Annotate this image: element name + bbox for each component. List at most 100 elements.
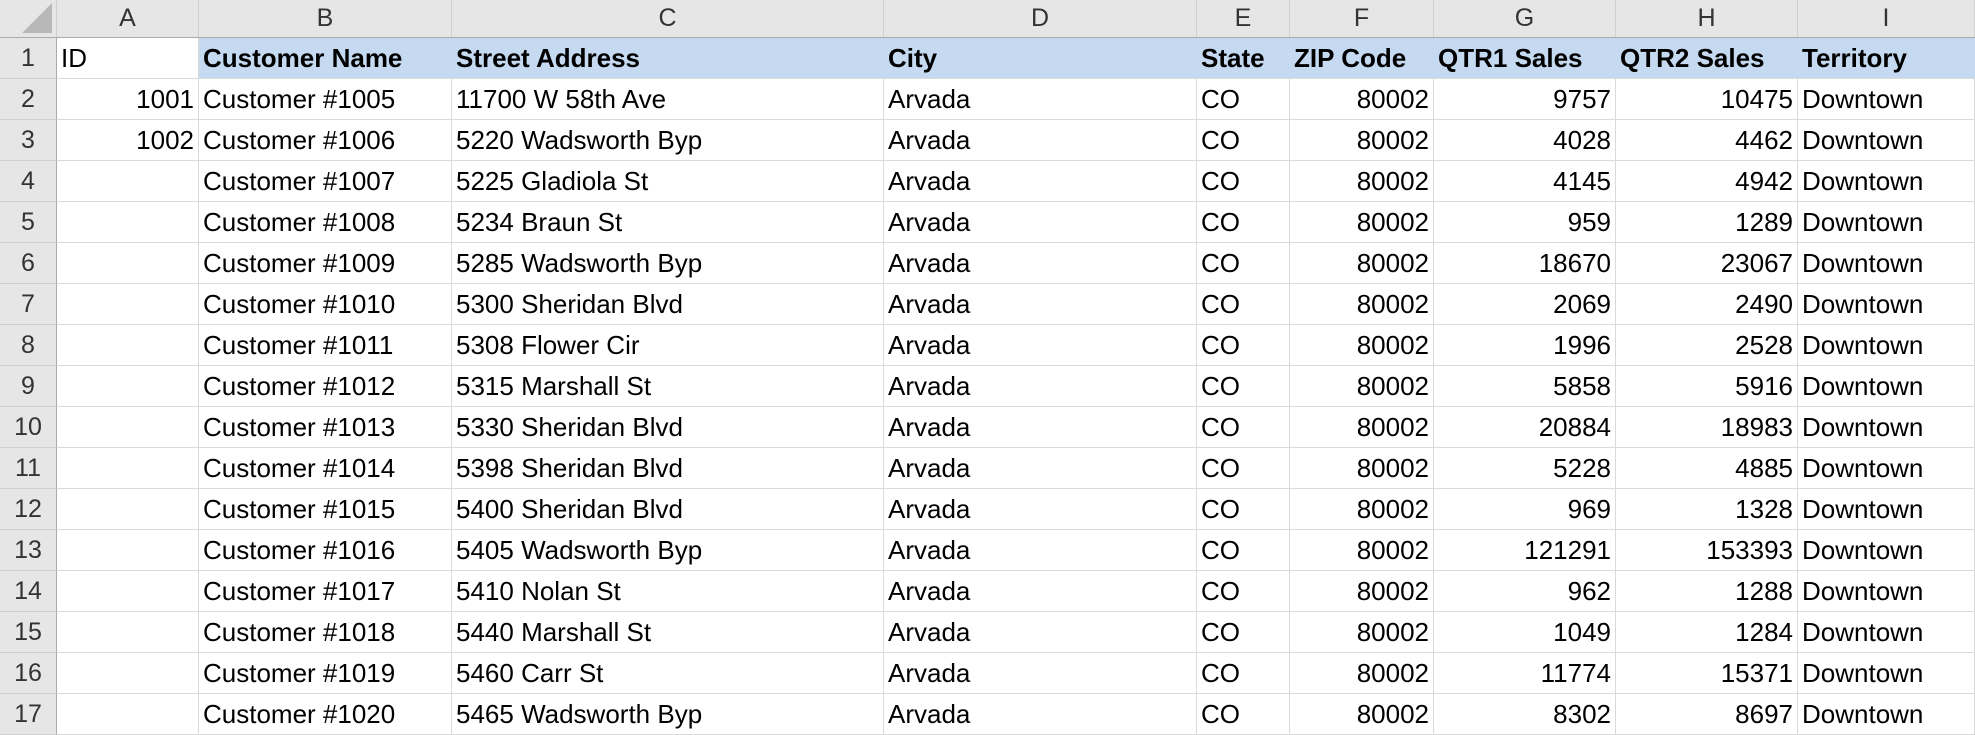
cell-e12[interactable]: CO	[1197, 489, 1290, 530]
cell-g14[interactable]: 962	[1434, 571, 1616, 612]
cell-e11[interactable]: CO	[1197, 448, 1290, 489]
cell-h11[interactable]: 4885	[1616, 448, 1798, 489]
cell-f10[interactable]: 80002	[1290, 407, 1434, 448]
cell-c6[interactable]: 5285 Wadsworth Byp	[452, 243, 884, 284]
cell-f16[interactable]: 80002	[1290, 653, 1434, 694]
cell-f15[interactable]: 80002	[1290, 612, 1434, 653]
cell-g13[interactable]: 121291	[1434, 530, 1616, 571]
cell-b15[interactable]: Customer #1018	[199, 612, 452, 653]
cell-a5[interactable]	[57, 202, 199, 243]
cell-b2[interactable]: Customer #1005	[199, 79, 452, 120]
cell-a16[interactable]	[57, 653, 199, 694]
row-header[interactable]: 2	[0, 79, 57, 120]
cell-d1[interactable]: City	[884, 38, 1197, 79]
cell-i17[interactable]: Downtown	[1798, 694, 1975, 735]
cell-i14[interactable]: Downtown	[1798, 571, 1975, 612]
cell-d10[interactable]: Arvada	[884, 407, 1197, 448]
cell-b8[interactable]: Customer #1011	[199, 325, 452, 366]
row-header[interactable]: 10	[0, 407, 57, 448]
cell-i7[interactable]: Downtown	[1798, 284, 1975, 325]
cell-i15[interactable]: Downtown	[1798, 612, 1975, 653]
cell-a6[interactable]	[57, 243, 199, 284]
cell-e6[interactable]: CO	[1197, 243, 1290, 284]
cell-h8[interactable]: 2528	[1616, 325, 1798, 366]
cell-f12[interactable]: 80002	[1290, 489, 1434, 530]
cell-i13[interactable]: Downtown	[1798, 530, 1975, 571]
cell-b6[interactable]: Customer #1009	[199, 243, 452, 284]
select-all-button[interactable]	[0, 0, 57, 37]
cell-b3[interactable]: Customer #1006	[199, 120, 452, 161]
cell-e1[interactable]: State	[1197, 38, 1290, 79]
cell-a4[interactable]	[57, 161, 199, 202]
cell-c8[interactable]: 5308 Flower Cir	[452, 325, 884, 366]
cell-i10[interactable]: Downtown	[1798, 407, 1975, 448]
cell-h2[interactable]: 10475	[1616, 79, 1798, 120]
cell-g9[interactable]: 5858	[1434, 366, 1616, 407]
cell-c13[interactable]: 5405 Wadsworth Byp	[452, 530, 884, 571]
cell-g15[interactable]: 1049	[1434, 612, 1616, 653]
cell-i11[interactable]: Downtown	[1798, 448, 1975, 489]
cell-e5[interactable]: CO	[1197, 202, 1290, 243]
cell-b11[interactable]: Customer #1014	[199, 448, 452, 489]
cell-i2[interactable]: Downtown	[1798, 79, 1975, 120]
column-header-c[interactable]: C	[452, 0, 884, 37]
cell-a3[interactable]: 1002	[57, 120, 199, 161]
cell-d2[interactable]: Arvada	[884, 79, 1197, 120]
cell-e4[interactable]: CO	[1197, 161, 1290, 202]
cell-b4[interactable]: Customer #1007	[199, 161, 452, 202]
cell-i1[interactable]: Territory	[1798, 38, 1975, 79]
row-header[interactable]: 17	[0, 694, 57, 735]
cell-c10[interactable]: 5330 Sheridan Blvd	[452, 407, 884, 448]
column-header-h[interactable]: H	[1616, 0, 1798, 37]
cell-f1[interactable]: ZIP Code	[1290, 38, 1434, 79]
cell-g6[interactable]: 18670	[1434, 243, 1616, 284]
column-header-b[interactable]: B	[199, 0, 452, 37]
cell-e13[interactable]: CO	[1197, 530, 1290, 571]
cell-g1[interactable]: QTR1 Sales	[1434, 38, 1616, 79]
row-header[interactable]: 6	[0, 243, 57, 284]
cell-h4[interactable]: 4942	[1616, 161, 1798, 202]
cell-h10[interactable]: 18983	[1616, 407, 1798, 448]
cell-c16[interactable]: 5460 Carr St	[452, 653, 884, 694]
cell-d17[interactable]: Arvada	[884, 694, 1197, 735]
cell-b13[interactable]: Customer #1016	[199, 530, 452, 571]
cell-d6[interactable]: Arvada	[884, 243, 1197, 284]
cell-c2[interactable]: 11700 W 58th Ave	[452, 79, 884, 120]
cell-i16[interactable]: Downtown	[1798, 653, 1975, 694]
cell-e2[interactable]: CO	[1197, 79, 1290, 120]
row-header[interactable]: 15	[0, 612, 57, 653]
column-header-d[interactable]: D	[884, 0, 1197, 37]
cell-d15[interactable]: Arvada	[884, 612, 1197, 653]
column-header-i[interactable]: I	[1798, 0, 1975, 37]
cell-f14[interactable]: 80002	[1290, 571, 1434, 612]
cell-h5[interactable]: 1289	[1616, 202, 1798, 243]
cell-c15[interactable]: 5440 Marshall St	[452, 612, 884, 653]
column-header-e[interactable]: E	[1197, 0, 1290, 37]
row-header[interactable]: 8	[0, 325, 57, 366]
cell-e7[interactable]: CO	[1197, 284, 1290, 325]
cell-i9[interactable]: Downtown	[1798, 366, 1975, 407]
cell-h6[interactable]: 23067	[1616, 243, 1798, 284]
cell-a14[interactable]	[57, 571, 199, 612]
cell-c17[interactable]: 5465 Wadsworth Byp	[452, 694, 884, 735]
cell-d11[interactable]: Arvada	[884, 448, 1197, 489]
cell-a11[interactable]	[57, 448, 199, 489]
cell-i3[interactable]: Downtown	[1798, 120, 1975, 161]
cell-f11[interactable]: 80002	[1290, 448, 1434, 489]
cell-h14[interactable]: 1288	[1616, 571, 1798, 612]
cell-c11[interactable]: 5398 Sheridan Blvd	[452, 448, 884, 489]
cell-d5[interactable]: Arvada	[884, 202, 1197, 243]
cell-g4[interactable]: 4145	[1434, 161, 1616, 202]
cell-h12[interactable]: 1328	[1616, 489, 1798, 530]
cell-g7[interactable]: 2069	[1434, 284, 1616, 325]
cell-e17[interactable]: CO	[1197, 694, 1290, 735]
cell-b10[interactable]: Customer #1013	[199, 407, 452, 448]
cell-b1[interactable]: Customer Name	[199, 38, 452, 79]
row-header[interactable]: 3	[0, 120, 57, 161]
cell-a13[interactable]	[57, 530, 199, 571]
cell-d9[interactable]: Arvada	[884, 366, 1197, 407]
row-header[interactable]: 4	[0, 161, 57, 202]
cell-g8[interactable]: 1996	[1434, 325, 1616, 366]
cell-a7[interactable]	[57, 284, 199, 325]
cell-e14[interactable]: CO	[1197, 571, 1290, 612]
